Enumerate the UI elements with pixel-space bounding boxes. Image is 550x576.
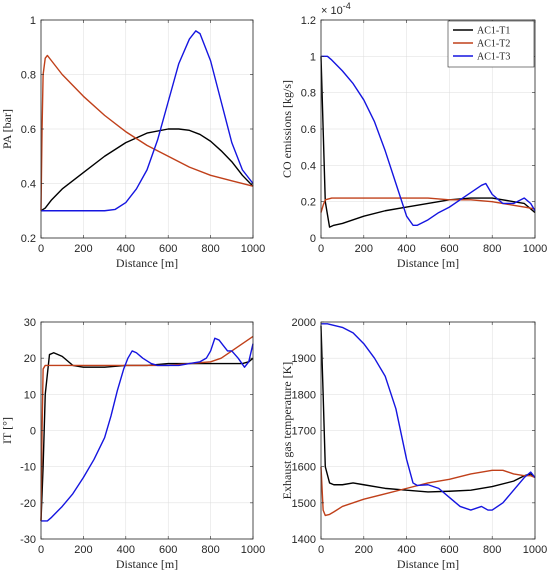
y-tick-label: 0.2 xyxy=(21,233,36,245)
series-line-ac1-t1 xyxy=(320,56,536,228)
x-tick-label: 0 xyxy=(38,544,44,556)
series-line-ac1-t1 xyxy=(40,352,254,521)
y-tick-label: 1500 xyxy=(292,498,316,510)
y-tick-label: 1800 xyxy=(292,389,316,401)
series-line-ac1-t1 xyxy=(320,325,536,493)
y-tick-label: 1 xyxy=(310,51,316,63)
y-tick-label: 10 xyxy=(24,389,36,401)
x-tick-label: 1000 xyxy=(523,544,547,556)
x-tick-label: 600 xyxy=(159,544,177,556)
x-tick-label: 600 xyxy=(440,243,458,255)
series-line-ac1-t3 xyxy=(41,30,254,212)
exponent-label: × 10-4 xyxy=(321,1,351,17)
y-tick-label: 0.6 xyxy=(21,124,36,136)
x-tick-label: 0 xyxy=(38,243,44,255)
x-tick-label: 200 xyxy=(355,544,373,556)
x-tick-label: 200 xyxy=(74,243,92,255)
y-tick-label: 0 xyxy=(30,426,36,438)
chart-pa: 0 200 400 600 800 1000 0.2 0.4 0.6 0.8 1 Distance [… xyxy=(0,15,265,270)
y-axis-label: PA [bar] xyxy=(0,109,14,149)
legend-box xyxy=(447,20,535,68)
y-tick-label: 1600 xyxy=(292,462,316,474)
x-tick-label: 0 xyxy=(318,544,324,556)
y-tick-label: 0.6 xyxy=(301,124,316,136)
legend-entry: AC1-T1 xyxy=(477,26,510,37)
series-line-ac1-t3 xyxy=(321,55,536,226)
y-axis-label: Exhaust gas temperature [K] xyxy=(280,362,294,500)
x-tick-label: 400 xyxy=(397,243,415,255)
y-tick-label: 30 xyxy=(24,317,36,329)
x-tick-label: 400 xyxy=(117,243,135,255)
y-tick-label: 0.4 xyxy=(301,160,316,172)
y-tick-label: 2000 xyxy=(292,317,316,329)
x-axis-label: Distance [m] xyxy=(116,557,178,571)
x-tick-label: 200 xyxy=(355,243,373,255)
y-tick-label: 1700 xyxy=(292,426,316,438)
x-tick-label: 1000 xyxy=(241,243,265,255)
y-tick-label: 20 xyxy=(24,353,36,365)
y-tick-label: 0.8 xyxy=(21,70,36,82)
series-line-ac1-t3 xyxy=(41,337,254,522)
y-axis-label: CO emissions [kg/s] xyxy=(280,80,294,178)
x-axis-label: Distance [m] xyxy=(397,557,459,571)
y-axis-label: IT [°] xyxy=(0,417,14,444)
chart-co: 0 200 400 600 800 1000 0 0.2 0.4 0.6 0.8 1 1.2 Distan… xyxy=(280,1,547,270)
x-axis-label: Distance [m] xyxy=(116,256,178,270)
legend: AC1-T1 AC1-T2 AC1-T3 xyxy=(447,20,535,68)
chart-it: 0 200 400 600 800 1000 -30 -20 -10 0 10 20 30 Distanc… xyxy=(0,317,265,571)
x-tick-label: 600 xyxy=(159,243,177,255)
y-tick-label: -20 xyxy=(20,498,36,510)
x-tick-label: 400 xyxy=(117,544,135,556)
series-line-ac1-t3 xyxy=(321,323,536,511)
x-tick-label: 800 xyxy=(483,544,501,556)
x-tick-label: 1000 xyxy=(523,243,547,255)
series-line-ac1-t2 xyxy=(40,54,254,211)
y-tick-label: 1900 xyxy=(292,353,316,365)
y-tick-label: -10 xyxy=(20,462,36,474)
y-tick-label: 0 xyxy=(310,233,316,245)
x-tick-label: 800 xyxy=(483,243,501,255)
y-tick-label: 0.8 xyxy=(301,88,316,100)
y-tick-label: 0.2 xyxy=(301,197,316,209)
y-tick-label: -30 xyxy=(20,534,36,546)
x-tick-label: 200 xyxy=(74,544,92,556)
x-tick-label: 800 xyxy=(201,243,219,255)
legend-entry: AC1-T2 xyxy=(477,39,510,50)
y-tick-label: 1 xyxy=(30,15,36,27)
chart-egt: 0 200 400 600 800 1000 1400 1500 1600 1700 1800 190… xyxy=(280,317,547,571)
legend-entry: AC1-T3 xyxy=(477,52,510,63)
x-tick-label: 0 xyxy=(318,243,324,255)
y-tick-label: 1400 xyxy=(292,534,316,546)
x-axis-label: Distance [m] xyxy=(397,256,459,270)
y-tick-label: 1.2 xyxy=(301,15,316,27)
y-tick-label: 0.4 xyxy=(21,179,36,191)
x-tick-label: 800 xyxy=(201,544,219,556)
x-tick-label: 600 xyxy=(440,544,458,556)
series-line-ac1-t1 xyxy=(40,128,254,212)
x-tick-label: 1000 xyxy=(241,544,265,556)
x-tick-label: 400 xyxy=(397,544,415,556)
